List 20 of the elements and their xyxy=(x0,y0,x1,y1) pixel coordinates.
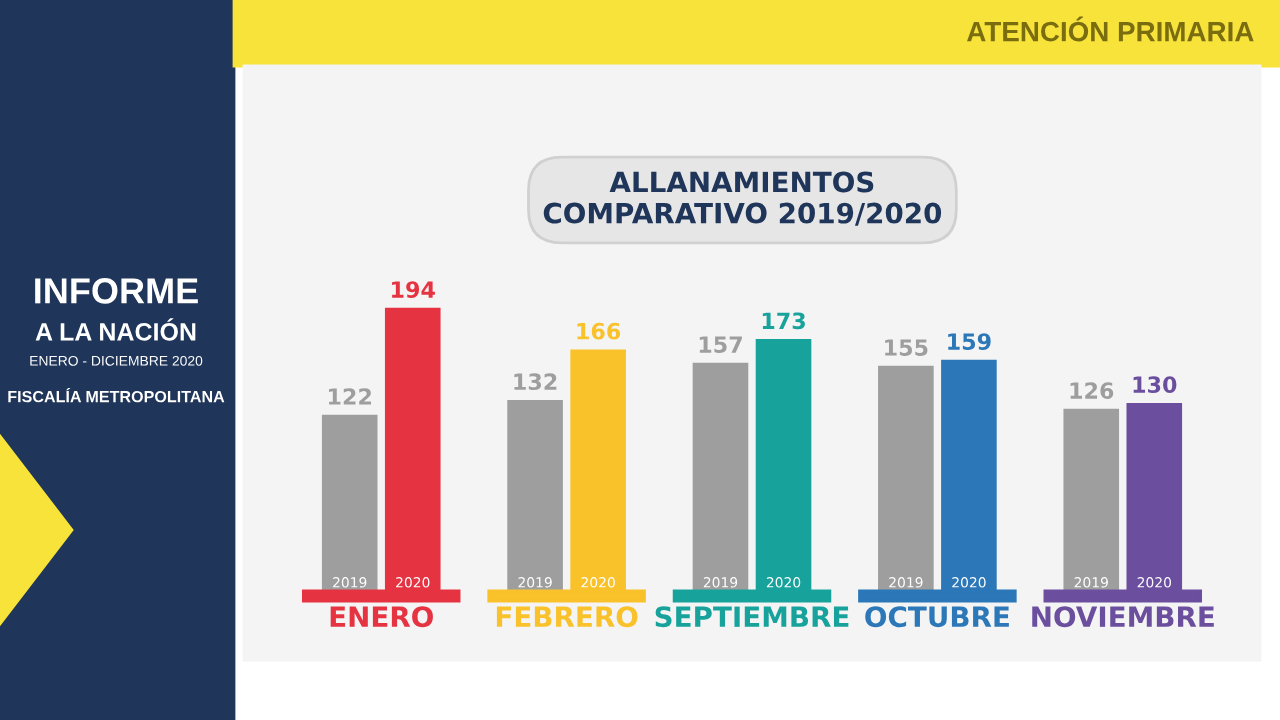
x-tick-label: SEPTIEMBRE xyxy=(655,606,849,628)
x-tick-label: NOVIEMBRE xyxy=(1032,606,1214,628)
text: A LA NACIÓN xyxy=(35,318,196,341)
data-label: 126 xyxy=(1070,382,1114,399)
text: ATENCIÓN PRIMARIA xyxy=(967,16,1254,42)
chart-title: ALLANAMIENTOS COMPARATIVO 2019/2020 xyxy=(543,171,942,226)
data-label: 132 xyxy=(514,373,557,391)
data-label: 122 xyxy=(329,388,371,405)
data-label: 159 xyxy=(948,333,991,350)
text: FISCALÍA METROPOLITANA xyxy=(8,387,225,403)
x-tick-label: ENERO xyxy=(330,606,433,628)
data-label: 130 xyxy=(1133,376,1177,394)
text: INFORME xyxy=(35,278,198,304)
x-tick-label: OCTUBRE xyxy=(865,606,1009,628)
data-label: 155 xyxy=(885,339,928,356)
data-label: 157 xyxy=(699,336,742,353)
data-label: 173 xyxy=(762,312,805,330)
x-tick-label: FEBRERO xyxy=(496,606,638,628)
data-label: 194 xyxy=(392,281,435,298)
data-label: 166 xyxy=(577,322,621,340)
